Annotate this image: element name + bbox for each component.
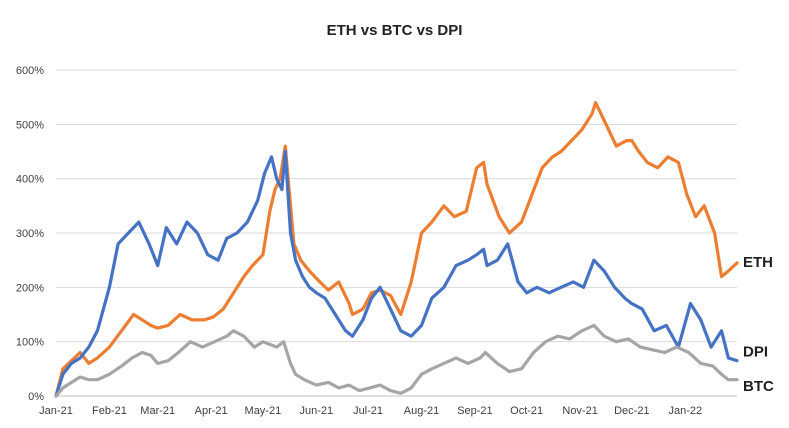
x-tick-label: Nov-21 [562,405,597,417]
y-tick-label: 100% [16,337,44,349]
x-tick-label: Jan-22 [668,405,702,417]
y-tick-label: 400% [16,174,44,186]
x-tick-label: May-21 [245,405,282,417]
x-tick-label: Jan-21 [39,405,73,417]
gridlines [56,69,737,397]
x-tick-label: Dec-21 [614,405,649,417]
series-label-dpi: DPI [743,344,768,361]
chart-title: ETH vs BTC vs DPI [326,22,463,39]
series-line-dpi [54,149,739,398]
y-axis: 0% 100% 200% 300% 400% 500% 600% [16,65,44,403]
x-axis: Jan-21 Feb-21 Mar-21 Apr-21 May-21 Jun-21 Jul-… [39,405,702,417]
x-tick-label: Jun-21 [300,405,334,417]
y-tick-label: 0% [28,391,44,403]
x-tick-label: Apr-21 [195,405,228,417]
y-tick-label: 600% [16,65,44,77]
x-tick-label: Mar-21 [140,405,175,417]
x-tick-label: Aug-21 [404,405,439,417]
x-tick-label: Sep-21 [457,405,492,417]
series-line-eth [54,100,739,398]
x-tick-label: Feb-21 [92,405,127,417]
series-lines [54,100,739,398]
series-line-btc [54,323,739,398]
series-label-eth: ETH [743,254,773,271]
y-tick-label: 300% [16,228,44,240]
x-tick-label: Oct-21 [510,405,543,417]
series-label-btc: BTC [743,378,774,395]
y-tick-label: 500% [16,119,44,131]
x-tick-label: Jul-21 [353,405,383,417]
series-end-labels: ETH DPI BTC [743,254,774,395]
y-tick-label: 200% [16,282,44,294]
